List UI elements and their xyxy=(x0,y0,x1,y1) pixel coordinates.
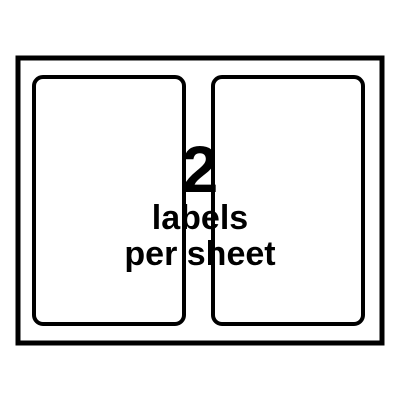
left-label-outline xyxy=(32,75,186,326)
caption-line-2: per sheet xyxy=(124,235,276,273)
caption-line-1: labels xyxy=(151,199,249,237)
right-label-outline xyxy=(211,75,365,326)
caption: 2 labels per sheet xyxy=(0,132,400,273)
label-count: 2 xyxy=(181,132,219,206)
